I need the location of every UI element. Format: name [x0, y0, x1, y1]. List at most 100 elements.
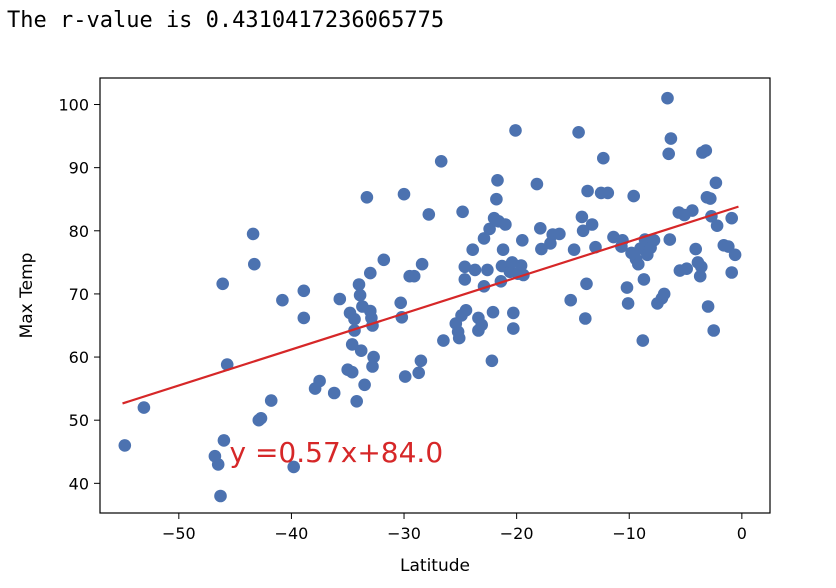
data-point	[353, 288, 367, 302]
data-point	[535, 242, 548, 256]
x-tick-label: −50	[162, 524, 196, 543]
data-point	[661, 91, 674, 105]
r-value-output: The r-value is 0.4310417236065775	[7, 8, 445, 33]
data-point	[137, 401, 151, 414]
data-point	[246, 227, 260, 241]
data-point	[632, 257, 645, 271]
data-point	[358, 378, 371, 392]
data-point	[704, 192, 717, 205]
data-point	[345, 365, 359, 379]
data-point	[627, 189, 640, 203]
data-point	[725, 266, 738, 279]
y-tick-label: 40	[69, 474, 89, 493]
data-point	[477, 232, 491, 245]
data-point	[276, 293, 289, 307]
data-point	[483, 222, 496, 236]
data-point	[345, 338, 359, 351]
data-point	[514, 259, 528, 272]
data-point	[297, 284, 311, 298]
data-point	[466, 243, 480, 256]
y-axis-ticks: 40 50 60 70 80 90 100	[58, 96, 100, 493]
x-axis-ticks: −50 −40 −30 −20 −10 0	[162, 513, 747, 543]
data-point	[686, 204, 699, 217]
plot-frame	[99, 77, 771, 514]
data-point	[699, 144, 713, 157]
x-tick-label: 0	[737, 524, 747, 543]
data-point	[710, 219, 724, 232]
data-point	[636, 334, 650, 347]
data-point	[499, 218, 512, 231]
data-point	[220, 358, 234, 371]
data-point	[709, 176, 723, 190]
data-point	[597, 151, 610, 165]
data-point	[216, 277, 229, 291]
data-point	[490, 192, 503, 206]
y-tick-label: 60	[69, 348, 89, 367]
data-point	[415, 257, 429, 271]
data-point	[475, 318, 489, 332]
data-point	[366, 360, 379, 373]
data-point	[567, 243, 581, 256]
data-point	[657, 287, 671, 301]
data-point	[211, 458, 225, 471]
data-point	[581, 184, 594, 198]
data-point	[367, 350, 380, 364]
data-point	[354, 344, 368, 358]
data-point	[728, 248, 742, 262]
data-point	[576, 224, 590, 238]
data-point	[491, 174, 504, 187]
regression-equation: y =0.57x+84.0	[229, 436, 443, 469]
data-point	[459, 304, 473, 317]
data-point	[248, 257, 261, 271]
data-point	[352, 278, 366, 291]
data-point	[564, 293, 577, 307]
data-point	[394, 296, 408, 310]
data-point	[693, 269, 707, 283]
data-point	[579, 312, 592, 325]
data-point	[689, 242, 702, 256]
data-point	[725, 211, 738, 225]
y-axis-label: Max Temp	[17, 253, 37, 339]
data-point	[509, 124, 522, 137]
data-point	[350, 395, 364, 408]
data-point	[663, 233, 677, 246]
y-tick-label: 70	[69, 285, 89, 304]
data-point	[434, 155, 448, 168]
data-point	[422, 208, 436, 221]
data-point	[118, 439, 132, 452]
data-point	[377, 253, 391, 267]
data-point	[313, 374, 326, 388]
x-axis-label: Latitude	[400, 556, 470, 576]
data-point	[327, 386, 341, 400]
data-point	[601, 186, 615, 200]
data-point	[348, 312, 361, 326]
data-point	[680, 262, 693, 276]
data-point	[456, 205, 469, 219]
data-point	[662, 147, 675, 161]
data-point	[254, 412, 268, 425]
data-point	[530, 177, 544, 191]
data-point	[707, 324, 720, 337]
data-point	[407, 269, 421, 283]
data-point	[485, 354, 499, 368]
x-tick-label: −40	[275, 524, 309, 543]
data-point	[695, 260, 708, 274]
data-point	[360, 191, 374, 204]
data-point	[572, 126, 585, 139]
data-point	[620, 281, 634, 294]
data-point	[496, 243, 510, 256]
data-point	[486, 305, 500, 319]
data-point	[585, 218, 599, 231]
data-point	[507, 322, 520, 335]
data-point	[458, 273, 472, 286]
y-tick-label: 100	[58, 96, 89, 115]
data-point	[481, 263, 494, 277]
data-point	[214, 489, 227, 503]
x-tick-label: −30	[387, 524, 421, 543]
data-point	[297, 311, 311, 325]
data-point	[637, 273, 651, 286]
data-point	[217, 434, 231, 447]
data-point	[333, 292, 347, 306]
data-point	[621, 297, 635, 310]
